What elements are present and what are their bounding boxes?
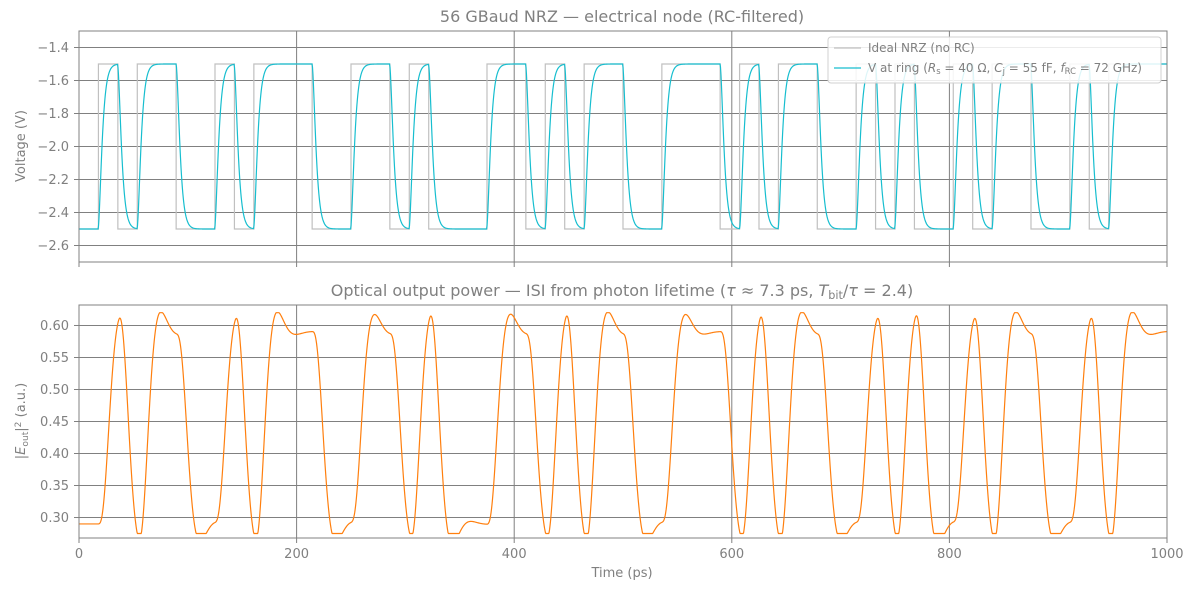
voltage-legend: Ideal NRZ (no RC) V at ring (Rs = 40 Ω, …: [827, 36, 1162, 84]
voltage-y-tick-label: −1.4: [37, 41, 69, 56]
voltage-y-tick-label: −2.4: [37, 206, 69, 221]
optical-power-series: [79, 312, 1168, 535]
legend-box: [827, 36, 1162, 84]
optical-y-ticks: 0.30 0.35 0.40 0.45 0.50 0.55 0.60: [40, 319, 79, 526]
optical-power-chart-title: Optical output power — ISI from photon l…: [331, 281, 913, 302]
legend-ideal-nrz-label: Ideal NRZ (no RC): [868, 41, 975, 55]
voltage-y-tick-label: −2.0: [37, 140, 69, 155]
optical-y-tick-label: 0.30: [40, 511, 69, 526]
ideal-nrz-series: [79, 63, 1167, 230]
legend-v-at-ring-label: V at ring (Rs = 40 Ω, Cj = 55 fF, fRC = …: [868, 61, 1142, 76]
optical-y-tick-label: 0.35: [40, 479, 69, 494]
voltage-y-tick-label: −2.6: [37, 239, 69, 254]
optical-y-tick-label: 0.40: [40, 447, 69, 462]
optical-power-panel: Optical output power — ISI from photon l…: [14, 281, 1184, 581]
optical-x-tick-label: 1000: [1150, 547, 1183, 562]
optical-y-tick-label: 0.55: [40, 351, 69, 366]
v-at-ring-series: [79, 63, 1167, 230]
voltage-y-tick-label: −1.8: [37, 107, 69, 122]
optical-gridlines: [79, 305, 1167, 538]
ideal-nrz-line: [79, 63, 1167, 230]
optical-x-tick-label: 200: [284, 547, 309, 562]
optical-x-tick-label: 800: [937, 547, 962, 562]
optical-x-tick-label: 600: [719, 547, 744, 562]
voltage-y-tick-label: −1.6: [37, 74, 69, 89]
optical-y-tick-label: 0.50: [40, 383, 69, 398]
optical-x-tick-label: 400: [502, 547, 527, 562]
optical-y-tick-label: 0.45: [40, 415, 69, 430]
optical-power-line: [79, 312, 1168, 535]
optical-x-tick-label: 0: [75, 547, 83, 562]
voltage-x-ticks: [78, 262, 1168, 267]
voltage-y-ticks: −2.6 −2.4 −2.2 −2.0 −1.8 −1.6 −1.4: [37, 41, 79, 254]
voltage-y-axis-label: Voltage (V): [14, 110, 29, 182]
optical-y-axis-label: |Eout|2 (a.u.): [14, 383, 31, 459]
optical-y-tick-label: 0.60: [40, 319, 69, 334]
voltage-panel: 56 GBaud NRZ — electrical node (RC-filte…: [14, 7, 1168, 267]
voltage-y-tick-label: −2.2: [37, 173, 69, 188]
optical-x-ticks: 0 200 400 600 800 1000: [75, 538, 1184, 562]
x-axis-label: Time (ps): [590, 566, 652, 581]
v-at-ring-line: [79, 63, 1167, 230]
voltage-chart-title: 56 GBaud NRZ — electrical node (RC-filte…: [440, 7, 804, 26]
